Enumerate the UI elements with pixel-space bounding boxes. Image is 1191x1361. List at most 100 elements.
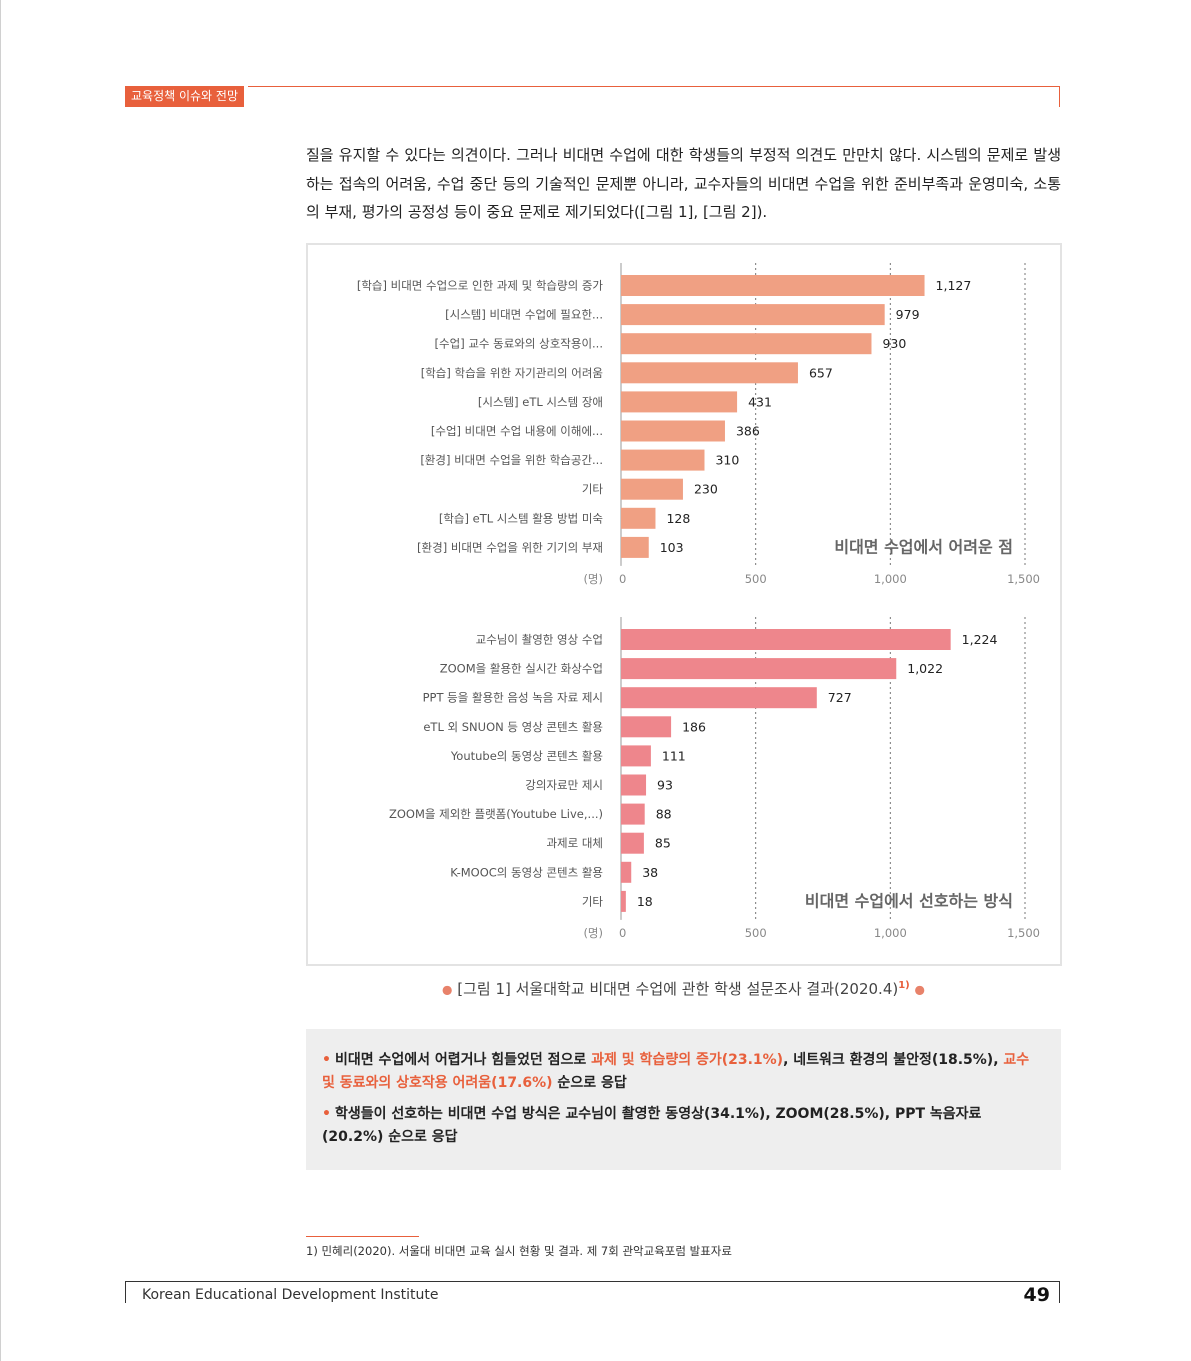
value-label: 93 (657, 778, 673, 793)
summary-text: 비대면 수업에서 어렵거나 힘들었던 점으로 (334, 1052, 592, 1068)
category-label: K-MOOC의 동영상 콘텐츠 활용 (450, 865, 603, 879)
bar (621, 687, 817, 709)
bar (621, 861, 632, 883)
bar (621, 275, 925, 296)
category-label: ZOOM을 활용한 실시간 화상수업 (440, 662, 603, 676)
category-label: [환경] 비대면 수업을 위한 학습공간... (420, 453, 603, 467)
value-label: 111 (662, 748, 686, 763)
bar (621, 478, 683, 500)
bar (621, 304, 885, 326)
summary-text: 순으로 응답 (552, 1075, 627, 1091)
tick-label: 1,000 (874, 572, 907, 586)
footnote: 1) 민혜리(2020). 서울대 비대면 교육 실시 현황 및 결과. 제 7… (306, 1244, 732, 1258)
value-label: 310 (715, 453, 739, 468)
bar (621, 333, 872, 355)
footer-institute: Korean Educational Development Institute (142, 1287, 439, 1303)
bullet-icon: • (322, 1106, 331, 1122)
category-label: eTL 외 SNUON 등 영상 콘텐츠 활용 (423, 720, 603, 734)
caption-dot-left: ● (441, 982, 453, 997)
survey-bar-charts: [학습] 비대면 수업으로 인한 과제 및 학습량의 증가 1,127 [시스템] … (357, 263, 1040, 940)
tick-label: 1,500 (1007, 926, 1040, 940)
summary-highlight: 과제 및 학습량의 증가(23.1%) (591, 1052, 784, 1068)
value-label: 657 (809, 365, 833, 380)
summary-item-1: • 비대면 수업에서 어렵거나 힘들었던 점으로 과제 및 학습량의 증가(23.… (322, 1049, 1042, 1095)
caption-footnote-ref: 1) (898, 980, 910, 991)
category-label: [학습] 학습을 위한 자기관리의 어려움 (421, 366, 603, 380)
category-label: [환경] 비대면 수업을 위한 기기의 부재 (417, 540, 603, 554)
value-label: 930 (882, 336, 906, 351)
bar (621, 536, 649, 558)
tick-label: 500 (745, 926, 767, 940)
value-label: 38 (642, 865, 658, 880)
category-label: [시스템] 비대면 수업에 필요한... (445, 308, 603, 322)
category-label: [학습] eTL 시스템 활용 방법 미숙 (439, 511, 603, 525)
figure-frame: [학습] 비대면 수업으로 인한 과제 및 학습량의 증가 1,127 [시스템] … (306, 243, 1062, 966)
chart-title: 비대면 수업에서 선호하는 방식 (805, 891, 1013, 910)
footnote-rule (306, 1236, 419, 1237)
bar (621, 449, 705, 471)
category-label: 교수님이 촬영한 영상 수업 (476, 633, 603, 647)
header-rule (248, 86, 1060, 87)
category-label: 기타 (582, 482, 604, 496)
category-label: 과제로 대체 (546, 836, 603, 850)
tick-label: 1,000 (874, 926, 907, 940)
category-label: [수업] 비대면 수업 내용에 이해에... (431, 424, 603, 438)
caption-dot-right: ● (914, 982, 926, 997)
value-label: 18 (637, 894, 653, 909)
value-label: 1,224 (962, 632, 998, 647)
unit-label: (명) (583, 572, 603, 586)
category-label: 기타 (582, 894, 604, 908)
value-label: 979 (896, 307, 920, 322)
value-label: 128 (666, 511, 690, 526)
footer-rule-tick-left (125, 1281, 126, 1303)
tick-label: 0 (619, 926, 626, 940)
value-label: 85 (655, 836, 671, 851)
value-label: 1,127 (936, 278, 972, 293)
tick-label: 1,500 (1007, 572, 1040, 586)
value-label: 230 (694, 482, 718, 497)
page-edge-rule (0, 0, 1, 1361)
bar (621, 890, 626, 912)
bar (621, 629, 951, 650)
bar (621, 420, 725, 442)
footer-rule-tick-right (1059, 1281, 1060, 1303)
category-label: ZOOM을 제외한 플랫폼(Youtube Live,...) (389, 807, 603, 821)
category-label: 강의자료만 제시 (525, 778, 603, 792)
summary-highlight: 교수 및 동료와의 상호작용 어려움(17.6%) (322, 1052, 1030, 1091)
bar (621, 803, 645, 825)
bullet-icon: • (322, 1052, 331, 1068)
category-label: PPT 등을 활용한 음성 녹음 자료 제시 (423, 691, 603, 705)
unit-label: (명) (583, 926, 603, 940)
value-label: 1,022 (907, 661, 943, 676)
category-label: [학습] 비대면 수업으로 인한 과제 및 학습량의 증가 (357, 279, 604, 293)
section-header-tag: 교육정책 이슈와 전망 (125, 86, 244, 107)
header-rule-tick (1059, 86, 1060, 107)
summary-box: • 비대면 수업에서 어렵거나 힘들었던 점으로 과제 및 학습량의 증가(23.… (306, 1029, 1061, 1170)
footer-rule (125, 1281, 1060, 1282)
value-label: 431 (748, 394, 772, 409)
value-label: 103 (660, 540, 684, 555)
category-label: [시스템] eTL 시스템 장애 (478, 395, 603, 409)
body-paragraph: 질을 유지할 수 있다는 의견이다. 그러나 비대면 수업에 대한 학생들의 부… (306, 146, 1061, 221)
summary-text: 학생들이 선호하는 비대면 수업 방식은 교수님이 촬영한 동영상(34.1%)… (322, 1106, 982, 1145)
figure-caption: ● [그림 1] 서울대학교 비대면 수업에 관한 학생 설문조사 결과(202… (306, 978, 1061, 999)
caption-text: [그림 1] 서울대학교 비대면 수업에 관한 학생 설문조사 결과(2020.… (457, 980, 899, 998)
summary-item-2: • 학생들이 선호하는 비대면 수업 방식은 교수님이 촬영한 동영상(34.1%… (322, 1103, 1042, 1149)
value-label: 186 (682, 719, 706, 734)
chart-title: 비대면 수업에서 어려운 점 (834, 537, 1013, 556)
bar (621, 507, 656, 529)
bar (621, 832, 644, 854)
bar (621, 658, 897, 680)
category-label: [수업] 교수 동료와의 상호작용이... (435, 337, 603, 351)
page-number: 49 (1023, 1284, 1050, 1306)
tick-label: 0 (619, 572, 626, 586)
value-label: 386 (736, 424, 760, 439)
bar (621, 391, 738, 413)
summary-text: , 네트워크 환경의 불안정(18.5%), (783, 1052, 1004, 1068)
value-label: 88 (656, 807, 672, 822)
bar (621, 745, 651, 767)
tick-label: 500 (745, 572, 767, 586)
category-label: Youtube의 동영상 콘텐츠 활용 (450, 749, 603, 763)
value-label: 727 (828, 690, 852, 705)
bar (621, 774, 647, 796)
